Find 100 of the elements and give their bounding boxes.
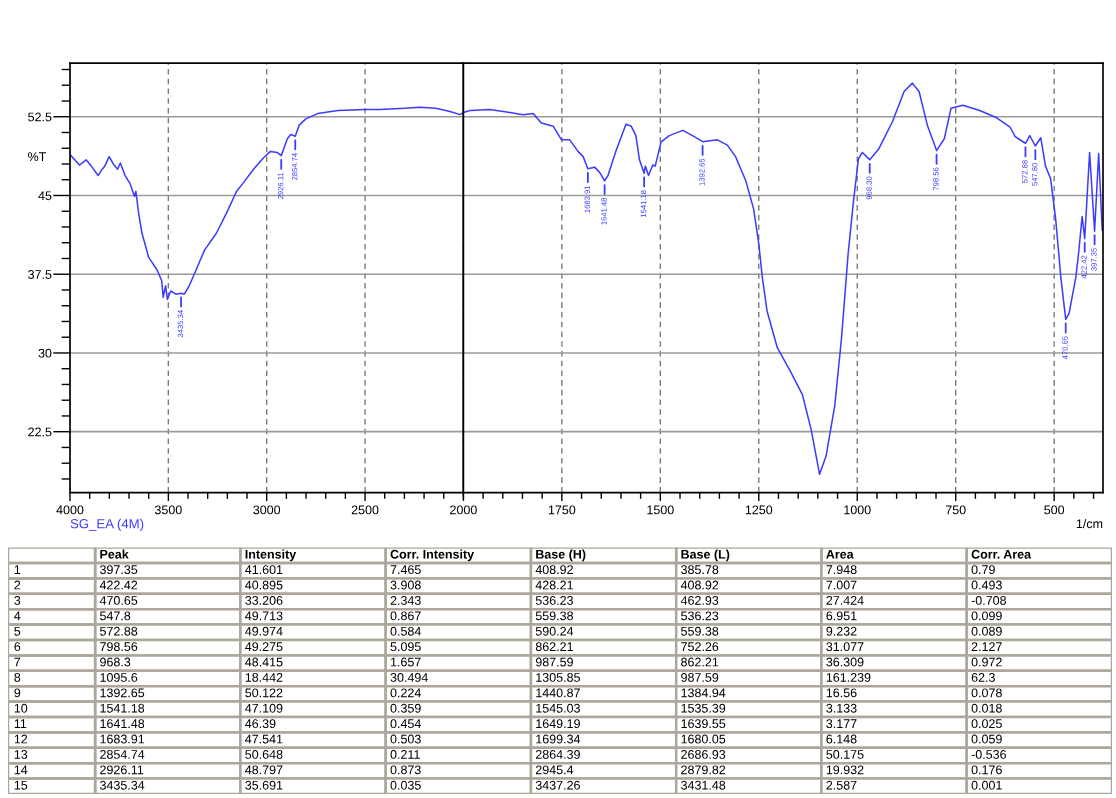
data-label: 1384.94 xyxy=(681,688,726,698)
data-label: 19.932 xyxy=(826,765,864,775)
data-label: 862.21 xyxy=(535,642,573,652)
data-label: 385.78 xyxy=(681,565,719,575)
data-label: 462.93 xyxy=(680,596,719,605)
x-tick-label: Corr. Area xyxy=(971,549,1032,559)
data-label: 798.56 xyxy=(100,642,138,652)
y-tick-label: 14 xyxy=(14,765,28,775)
data-label: 0.001 xyxy=(971,780,1002,790)
data-label: 31.077 xyxy=(826,642,864,652)
y-tick-label: 52.5 xyxy=(28,112,52,122)
data-label: 3435.34 xyxy=(99,780,145,790)
data-label: 536.23 xyxy=(681,611,719,621)
data-label: 590.24 xyxy=(535,626,574,636)
data-label: 36.309 xyxy=(826,657,864,667)
data-label: 0.176 xyxy=(971,765,1002,775)
data-label: 0.099 xyxy=(971,611,1002,621)
data-label: 422.42 xyxy=(99,580,138,590)
y-tick-label: 2 xyxy=(14,580,21,590)
data-label: 40.895 xyxy=(245,580,283,590)
data-label: 862.21 xyxy=(681,657,719,667)
y-tick-label: 15 xyxy=(14,780,28,790)
data-label: 0.359 xyxy=(390,703,421,713)
x-tick-label: Intensity xyxy=(245,549,297,562)
data-label: 470.65 xyxy=(99,596,138,605)
data-label: 47.541 xyxy=(245,734,283,744)
data-label: 572.88 xyxy=(100,626,138,636)
data-label: 0.078 xyxy=(971,688,1002,698)
data-label: 3.133 xyxy=(826,703,857,713)
x-tick-label: 750 xyxy=(945,505,966,515)
x-tick-label: 1250 xyxy=(745,505,773,515)
data-label: 7.007 xyxy=(826,580,857,590)
data-label: 1649.19 xyxy=(536,719,580,729)
text: SG_EA (4M) xyxy=(70,518,144,531)
data-label: 3437.26 xyxy=(535,780,580,790)
data-label: 3.908 xyxy=(390,580,421,590)
y-tick-label: 1 xyxy=(14,565,21,574)
data-label: 0.493 xyxy=(971,580,1002,590)
data-label: 49.974 xyxy=(245,626,283,636)
x-tick-label: 1000 xyxy=(844,505,871,515)
data-label: 0.018 xyxy=(971,703,1002,713)
data-label: 987.59 xyxy=(535,657,573,667)
y-tick-label: 11 xyxy=(14,719,27,728)
y-axis-title: %T xyxy=(28,152,47,161)
x-tick-label: 4000 xyxy=(56,505,84,515)
data-label: 1680.05 xyxy=(681,734,726,744)
y-tick-label: 4 xyxy=(14,611,21,621)
data-label: 18.442 xyxy=(245,673,283,682)
data-label: 1699.34 xyxy=(536,734,581,744)
data-label: 968.3 xyxy=(100,657,131,667)
data-label: -0.708 xyxy=(971,596,1006,605)
data-label: 1.657 xyxy=(391,657,421,667)
data-label: 0.873 xyxy=(390,765,421,775)
data-label: 50.648 xyxy=(245,750,283,759)
y-tick-label: 45 xyxy=(38,191,52,201)
data-label: 2879.82 xyxy=(681,765,726,775)
data-label: 33.206 xyxy=(245,596,283,605)
data-label: 2.127 xyxy=(971,642,1002,651)
y-tick-label: 10 xyxy=(14,703,28,713)
y-tick-label: 5 xyxy=(14,626,21,636)
data-label: 408.92 xyxy=(680,580,719,590)
data-label: 0.79 xyxy=(971,565,995,575)
data-label: 1440.87 xyxy=(536,688,580,698)
data-label: 0.025 xyxy=(971,719,1002,729)
data-label: 3431.48 xyxy=(681,780,726,790)
x-tick-label: 3000 xyxy=(253,505,281,515)
data-label: 48.415 xyxy=(245,657,283,667)
data-label: 2945.4 xyxy=(535,765,574,775)
data-label: 6.148 xyxy=(826,734,857,744)
data-label: 1095.6 xyxy=(100,673,138,682)
data-label: 7.948 xyxy=(826,565,857,575)
x-tick-label: 2500 xyxy=(351,505,379,515)
data-label: 46.39 xyxy=(245,719,276,729)
y-tick-label: 8 xyxy=(14,673,21,682)
data-label: 2.343 xyxy=(390,596,421,605)
data-label: 752.26 xyxy=(681,642,719,652)
x-axis-title: 1/cm xyxy=(1076,518,1103,529)
x-tick-label: Peak xyxy=(100,549,129,559)
data-label: 27.424 xyxy=(826,596,864,605)
data-label: 49.275 xyxy=(245,642,283,652)
data-label: 35.691 xyxy=(245,780,283,790)
data-label: 0.089 xyxy=(971,626,1002,636)
data-label: -0.536 xyxy=(971,750,1006,759)
data-label: 0.059 xyxy=(971,734,1002,744)
data-label: 1639.55 xyxy=(681,719,726,729)
data-label: 2926.11 xyxy=(100,765,144,775)
data-label: 49.713 xyxy=(245,611,283,621)
data-label: 0.454 xyxy=(390,719,421,729)
data-label: 30.494 xyxy=(390,673,428,682)
data-label: 9.232 xyxy=(826,626,857,636)
x-tick-label: 500 xyxy=(1044,505,1065,515)
data-label: 5.095 xyxy=(390,642,421,652)
x-tick-label: Area xyxy=(826,549,854,559)
data-label: 1683.91 xyxy=(100,734,145,744)
data-label: 161.239 xyxy=(826,673,871,682)
data-label: 2854.74 xyxy=(100,750,145,759)
data-label: 547.8 xyxy=(100,611,131,621)
y-tick-label: 7 xyxy=(14,657,21,667)
x-tick-label: 2000 xyxy=(450,505,477,515)
x-tick-label: 3500 xyxy=(154,505,182,515)
